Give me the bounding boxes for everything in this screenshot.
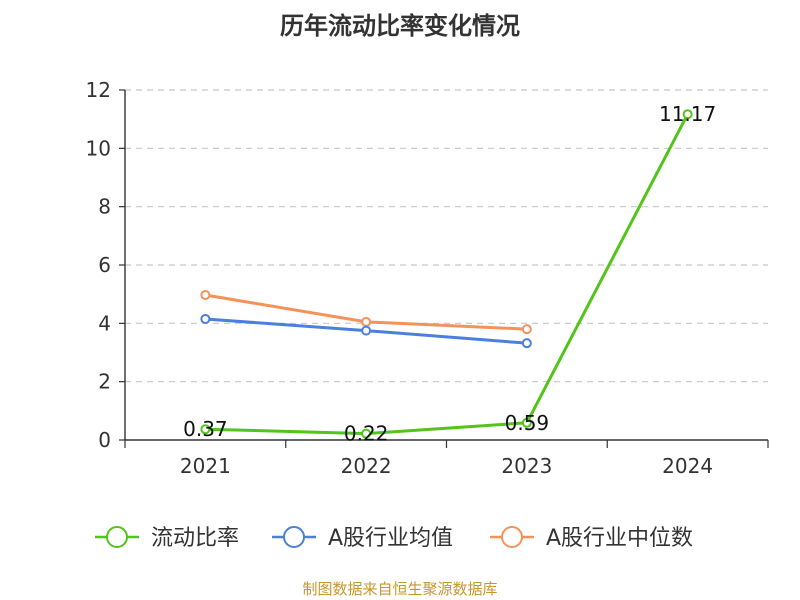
data-label: 0.59 (505, 411, 550, 435)
chart-title: 历年流动比率变化情况 (280, 12, 520, 40)
legend-swatch-marker (283, 526, 305, 548)
data-point (682, 109, 693, 120)
legend-label: 流动比率 (151, 526, 239, 551)
data-point (521, 338, 532, 349)
legend-swatch-marker (501, 526, 523, 548)
y-tick-label: 10 (86, 136, 111, 160)
x-tick-label: 2024 (662, 454, 713, 478)
x-tick-label: 2023 (501, 454, 552, 478)
series-line (205, 113, 689, 436)
data-point (361, 325, 372, 336)
y-tick-label: 2 (98, 370, 111, 394)
data-label: 11.17 (659, 102, 716, 126)
legend-label: A股行业中位数 (546, 526, 693, 551)
source-note: 制图数据来自恒生聚源数据库 (302, 580, 498, 598)
y-tick-label: 4 (98, 311, 111, 335)
data-point (200, 313, 211, 324)
x-tick-label: 2022 (341, 454, 392, 478)
data-label: 0.22 (344, 422, 389, 446)
data-label: 0.37 (183, 417, 228, 441)
y-tick-label: 6 (98, 253, 111, 277)
data-point (361, 316, 372, 327)
x-tick-label: 2021 (180, 454, 231, 478)
data-point (361, 428, 372, 439)
y-tick-label: 8 (98, 195, 111, 219)
data-point (200, 424, 211, 435)
data-point (521, 417, 532, 428)
data-point (200, 290, 211, 301)
y-tick-label: 0 (98, 428, 111, 452)
data-point (521, 324, 532, 335)
legend-swatch-marker (106, 526, 128, 548)
legend-label: A股行业均值 (328, 526, 453, 551)
y-tick-label: 12 (86, 78, 111, 102)
